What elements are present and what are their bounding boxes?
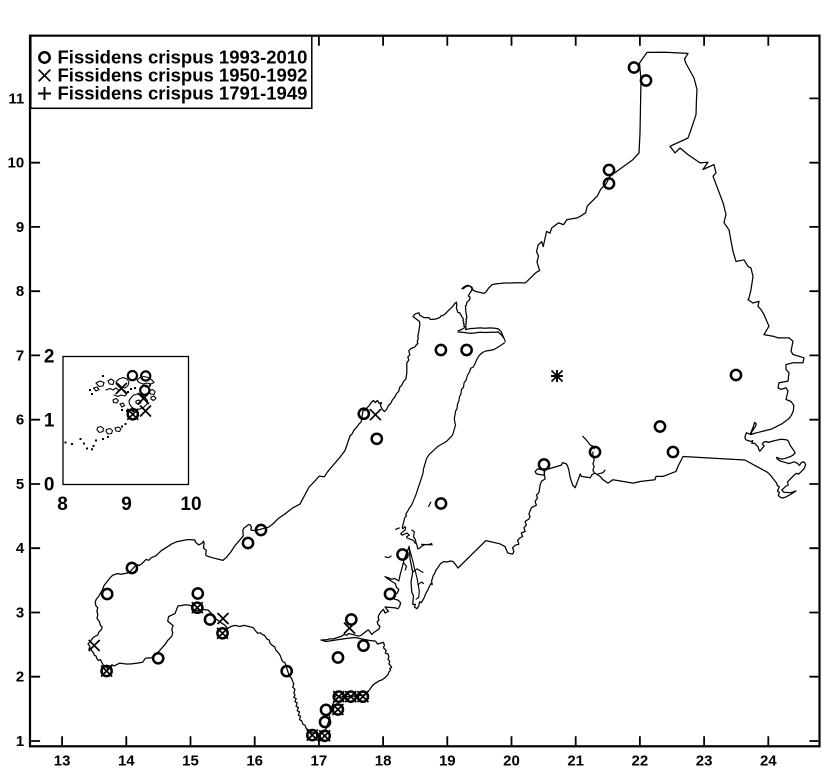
svg-text:20: 20: [503, 753, 520, 768]
svg-text:22: 22: [632, 753, 649, 768]
svg-text:6: 6: [16, 412, 24, 429]
svg-text:11: 11: [8, 90, 24, 107]
svg-text:5: 5: [16, 476, 24, 493]
svg-text:2: 2: [16, 669, 24, 686]
svg-text:9: 9: [16, 219, 24, 236]
svg-text:14: 14: [118, 753, 135, 768]
svg-text:Fissidens crispus 1993-2010: Fissidens crispus 1993-2010: [58, 47, 308, 68]
svg-text:21: 21: [567, 753, 584, 768]
svg-text:4: 4: [16, 540, 25, 557]
svg-text:10: 10: [180, 494, 201, 515]
svg-text:17: 17: [311, 753, 328, 768]
svg-text:8: 8: [57, 494, 68, 515]
svg-text:Fissidens crispus 1950-1992: Fissidens crispus 1950-1992: [58, 65, 308, 86]
svg-text:0: 0: [44, 474, 55, 495]
svg-text:7: 7: [16, 347, 24, 364]
svg-text:1: 1: [44, 411, 55, 432]
svg-text:18: 18: [375, 753, 392, 768]
svg-text:15: 15: [182, 753, 199, 768]
svg-text:3: 3: [16, 605, 24, 622]
svg-text:24: 24: [760, 753, 777, 768]
svg-text:9: 9: [121, 494, 132, 515]
svg-text:8: 8: [16, 283, 24, 300]
svg-text:13: 13: [54, 753, 71, 768]
svg-text:Fissidens crispus 1791-1949: Fissidens crispus 1791-1949: [58, 83, 308, 104]
svg-text:19: 19: [439, 753, 456, 768]
svg-text:23: 23: [696, 753, 713, 768]
svg-text:1: 1: [16, 733, 24, 750]
svg-text:2: 2: [44, 347, 55, 368]
svg-text:16: 16: [246, 753, 263, 768]
svg-text:10: 10: [8, 155, 25, 172]
